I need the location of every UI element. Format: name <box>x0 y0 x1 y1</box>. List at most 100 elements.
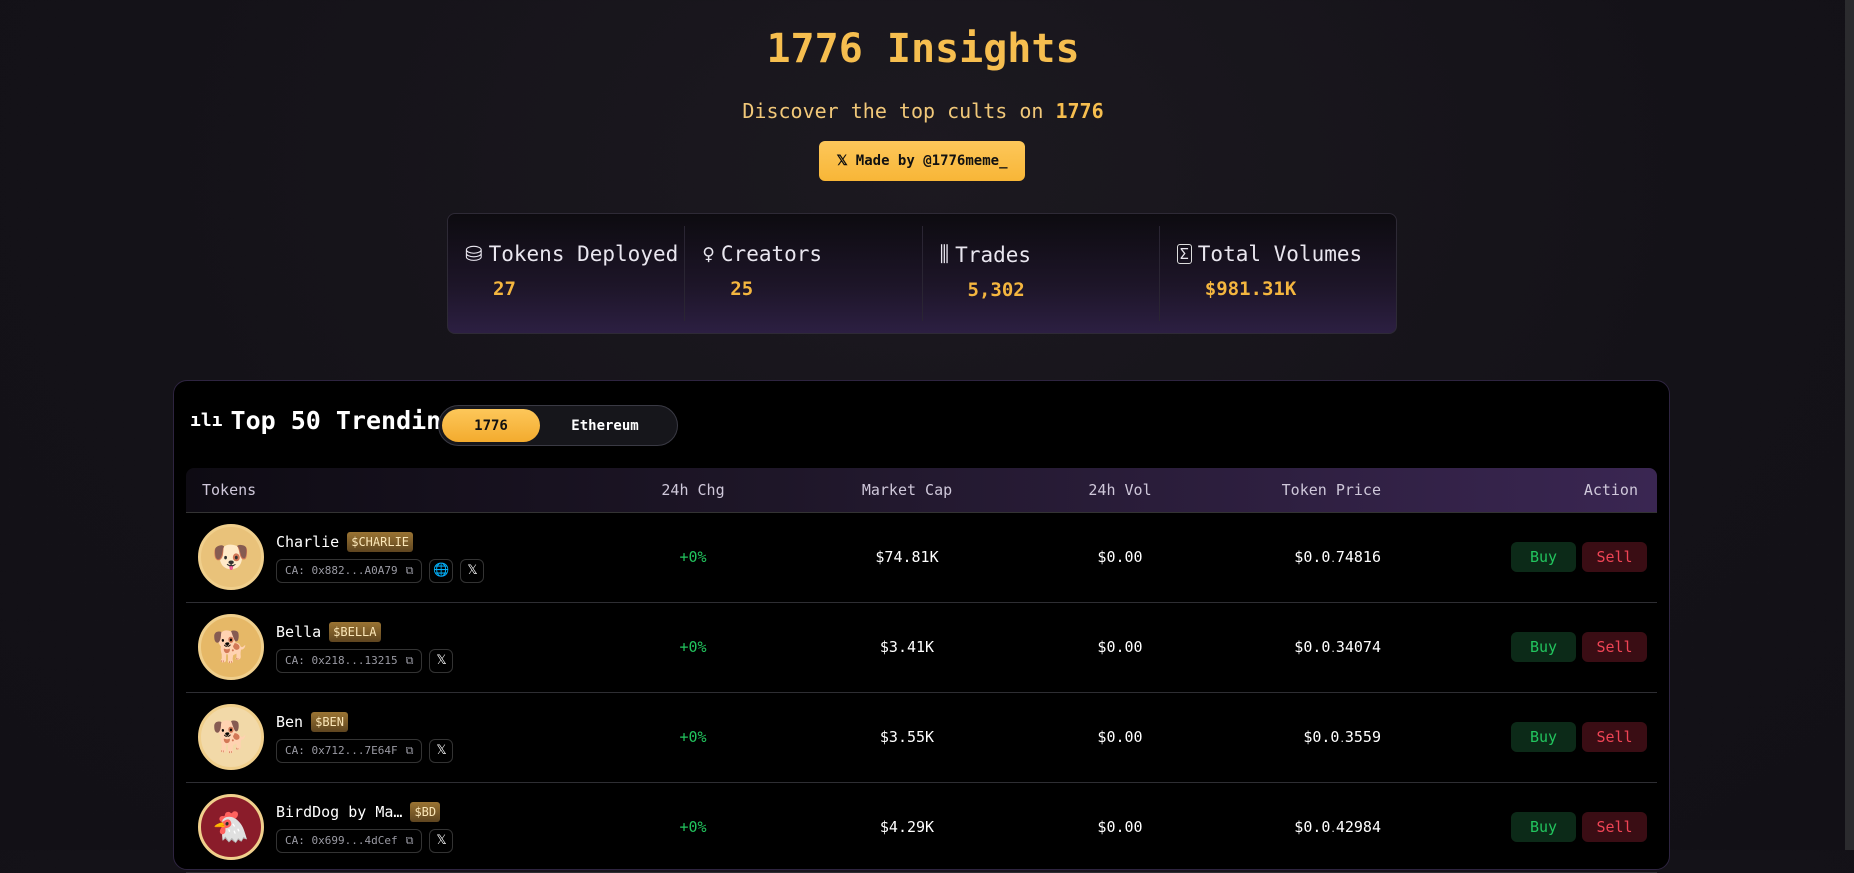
col-token-price[interactable]: Token Price <box>1176 468 1381 513</box>
token-name[interactable]: Bella <box>276 622 322 641</box>
tab-1776[interactable]: 1776 <box>442 409 540 442</box>
table-row[interactable]: 🐕 Bella $BELLA CA: 0x218...13215 ⧉ 𝕏 +0% $3… <box>186 602 1657 693</box>
chain-toggle: 1776 Ethereum <box>438 405 678 446</box>
buy-button[interactable]: Buy <box>1511 722 1576 752</box>
sell-button[interactable]: Sell <box>1582 722 1647 752</box>
x-link-icon[interactable]: 𝕏 <box>429 828 454 853</box>
stat-tokens-deployed: ⛁ Tokens Deployed 27 <box>448 226 686 321</box>
contract-address[interactable]: CA: 0x882...A0A79 ⧉ <box>276 558 423 583</box>
buy-button[interactable]: Buy <box>1511 812 1576 842</box>
token-cell: 🐶 Charlie $CHARLIE CA: 0x882...A0A79 ⧉ 🌐 𝕏 <box>186 512 636 603</box>
stat-value: 27 <box>493 278 516 300</box>
col-market-cap[interactable]: Market Cap <box>750 468 1064 513</box>
page-scrollbar[interactable] <box>1845 0 1854 850</box>
token-cell: 🐕 Ben $BEN CA: 0x712...7E64F ⧉ 𝕏 <box>186 692 636 783</box>
token-avatar: 🐶 <box>198 524 264 590</box>
market-cap: $74.81K <box>750 512 1064 603</box>
price-main: $0.0 <box>1294 548 1331 566</box>
price-digits: 74816 <box>1335 548 1381 566</box>
change-24h: +0% <box>636 512 750 603</box>
price-digits: 42984 <box>1335 818 1381 836</box>
trending-panel: ılı Top 50 Trending 1776 Ethereum Tokens … <box>173 380 1670 873</box>
stat-value: $981.31K <box>1204 278 1297 300</box>
bar-chart-icon: ılı <box>190 410 223 431</box>
contract-address[interactable]: CA: 0x218...13215 ⧉ <box>276 648 423 673</box>
lightbulb-icon: ♀ <box>702 242 715 266</box>
page-title: 1776 Insights <box>766 26 1080 72</box>
made-by-button[interactable]: 𝕏 Made by @1776meme_ <box>819 141 1025 181</box>
contract-address-text: CA: 0x699...4dCef <box>285 834 398 847</box>
x-link-icon[interactable]: 𝕏 <box>429 648 454 673</box>
token-avatar: 🐔 <box>198 794 264 860</box>
token-ticker: $CHARLIE <box>347 531 414 552</box>
candlestick-icon: ⫼ <box>939 242 950 266</box>
price-subscript: . <box>1330 555 1336 565</box>
trending-table: Tokens 24h Chg Market Cap 24h Vol Token … <box>186 468 1657 873</box>
trending-title-text: Top 50 Trending <box>230 406 457 435</box>
table-row[interactable]: 🐶 Charlie $CHARLIE CA: 0x882...A0A79 ⧉ 🌐 𝕏 +… <box>186 512 1657 603</box>
page-subtitle: Discover the top cults on 1776 <box>0 99 1846 123</box>
stat-label: Creators <box>720 242 823 266</box>
token-price: $0.0.34074 <box>1176 602 1381 693</box>
token-cell: 🐕 Bella $BELLA CA: 0x218...13215 ⧉ 𝕏 <box>186 602 636 693</box>
token-ticker: $BELLA <box>329 621 381 642</box>
volume-24h: $0.00 <box>1064 782 1176 873</box>
market-cap: $3.41K <box>750 602 1064 693</box>
coins-icon: ⛁ <box>465 242 483 266</box>
col-24h-chg[interactable]: 24h Chg <box>636 468 750 513</box>
contract-address-text: CA: 0x712...7E64F <box>285 744 398 757</box>
sigma-icon: Σ <box>1176 244 1192 264</box>
col-24h-vol[interactable]: 24h Vol <box>1064 468 1176 513</box>
tab-ethereum[interactable]: Ethereum <box>571 417 639 434</box>
copy-icon[interactable]: ⧉ <box>405 653 414 667</box>
token-name[interactable]: Charlie <box>276 532 340 551</box>
action-cell: Buy Sell <box>1381 782 1657 873</box>
token-name[interactable]: BirdDog by Ma… <box>276 802 403 821</box>
x-link-icon[interactable]: 𝕏 <box>460 558 485 583</box>
token-name[interactable]: Ben <box>276 712 304 731</box>
stat-value: 5,302 <box>967 279 1025 301</box>
copy-icon[interactable]: ⧉ <box>405 563 414 577</box>
copy-icon[interactable]: ⧉ <box>405 833 414 847</box>
price-subscript: . <box>1330 645 1336 655</box>
sell-button[interactable]: Sell <box>1582 632 1647 662</box>
change-24h: +0% <box>636 782 750 873</box>
stat-trades: ⫼ Trades 5,302 <box>923 226 1160 321</box>
contract-address[interactable]: CA: 0x712...7E64F ⧉ <box>276 738 423 763</box>
stat-label: Total Volumes <box>1197 242 1363 266</box>
sell-button[interactable]: Sell <box>1582 542 1647 572</box>
price-digits: 34074 <box>1335 638 1381 656</box>
x-link-icon[interactable]: 𝕏 <box>429 738 454 763</box>
price-main: $0.0 <box>1303 728 1340 746</box>
sell-button[interactable]: Sell <box>1582 812 1647 842</box>
trending-title: ılı Top 50 Trending <box>190 406 456 435</box>
made-by-label: Made by @1776meme_ <box>855 153 1008 169</box>
market-cap: $4.29K <box>750 782 1064 873</box>
table-header: Tokens 24h Chg Market Cap 24h Vol Token … <box>186 468 1657 513</box>
col-tokens: Tokens <box>186 468 636 513</box>
website-link-icon[interactable]: 🌐 <box>429 558 454 583</box>
table-row[interactable]: 🐕 Ben $BEN CA: 0x712...7E64F ⧉ 𝕏 +0% $3.55K… <box>186 692 1657 783</box>
table-row[interactable]: 🐔 BirdDog by Ma… $BD CA: 0x699...4dCef ⧉ 𝕏 … <box>186 782 1657 873</box>
copy-icon[interactable]: ⧉ <box>405 743 414 757</box>
volume-24h: $0.00 <box>1064 602 1176 693</box>
contract-address-text: CA: 0x218...13215 <box>285 654 398 667</box>
buy-button[interactable]: Buy <box>1511 632 1576 662</box>
price-subscript: . <box>1330 825 1336 835</box>
buy-button[interactable]: Buy <box>1511 542 1576 572</box>
contract-address-text: CA: 0x882...A0A79 <box>285 564 398 577</box>
token-ticker: $BD <box>410 801 441 822</box>
change-24h: +0% <box>636 692 750 783</box>
change-24h: +0% <box>636 602 750 693</box>
price-digits: 3559 <box>1344 728 1381 746</box>
stats-card: ⛁ Tokens Deployed 27 ♀ Creators 25 ⫼ Trades 5,… <box>447 213 1397 334</box>
volume-24h: $0.00 <box>1064 512 1176 603</box>
token-price: $0.0.74816 <box>1176 512 1381 603</box>
action-cell: Buy Sell <box>1381 692 1657 783</box>
volume-24h: $0.00 <box>1064 692 1176 783</box>
stat-total-volumes: Σ Total Volumes $981.31K <box>1160 226 1396 321</box>
market-cap: $3.55K <box>750 692 1064 783</box>
subtitle-brand: 1776 <box>1055 99 1104 123</box>
price-subscript: . <box>1339 735 1345 745</box>
contract-address[interactable]: CA: 0x699...4dCef ⧉ <box>276 828 423 853</box>
